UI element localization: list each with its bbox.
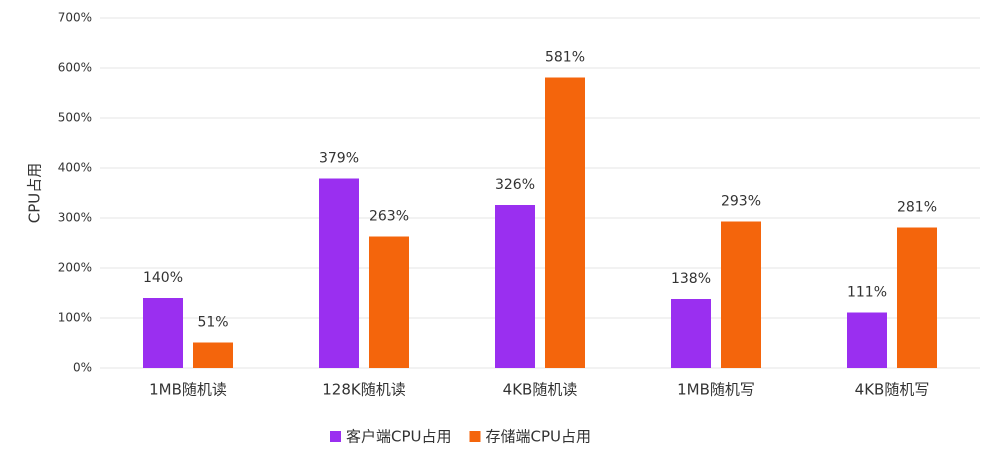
value-label: 293% (721, 194, 761, 210)
x-tick-label: 1MB随机读 (149, 381, 227, 399)
value-label: 140% (143, 270, 183, 286)
bar (545, 77, 585, 368)
legend-label: 存储端CPU占用 (486, 428, 592, 446)
legend-label: 客户端CPU占用 (346, 428, 452, 446)
bar (897, 227, 937, 368)
legend-swatch (469, 431, 481, 442)
bar (369, 236, 409, 368)
y-tick-label: 600% (58, 61, 92, 75)
bar (143, 298, 183, 368)
legend-swatch (330, 431, 341, 442)
y-tick-label: 300% (58, 211, 92, 225)
value-label: 111% (847, 285, 887, 301)
y-tick-label: 400% (58, 161, 92, 175)
bar (495, 205, 535, 368)
bar (671, 299, 711, 368)
y-tick-label: 0% (73, 361, 92, 375)
x-tick-label: 128K随机读 (322, 381, 405, 399)
value-label: 326% (495, 177, 535, 193)
value-label: 51% (197, 315, 228, 331)
x-tick-label: 4KB随机读 (503, 381, 578, 399)
value-label: 263% (369, 209, 409, 225)
y-tick-label: 700% (58, 11, 92, 25)
value-label: 581% (545, 50, 585, 66)
x-tick-label: 4KB随机写 (855, 381, 930, 399)
x-tick-label: 1MB随机写 (677, 381, 755, 399)
value-label: 138% (671, 271, 711, 287)
bar (721, 221, 761, 368)
bar (193, 342, 233, 368)
y-axis-title: CPU占用 (26, 163, 44, 224)
value-label: 379% (319, 151, 359, 167)
value-label: 281% (897, 200, 937, 216)
bar (319, 178, 359, 368)
y-tick-label: 200% (58, 261, 92, 275)
y-tick-label: 100% (58, 311, 92, 325)
y-tick-label: 500% (58, 111, 92, 125)
bar (847, 312, 887, 368)
